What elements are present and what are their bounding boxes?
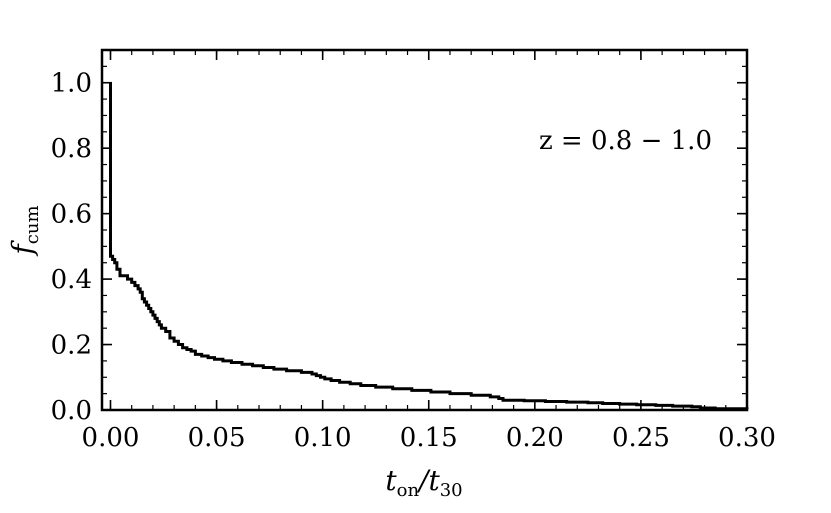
y-tick-label: 0.6 (51, 200, 92, 230)
x-axis-label-sep: /t (416, 464, 440, 497)
x-axis-label: ton/t30 (385, 464, 462, 501)
x-tick-label: 0.00 (82, 423, 140, 453)
y-tick-label: 0.2 (51, 331, 92, 361)
annotation: z = 0.8 − 1.0 (539, 126, 712, 156)
tick-labels: 0.00 0.05 0.10 0.15 0.20 0.25 0.30 0.0 0.2 0.4 0.6… (51, 69, 776, 453)
x-axis-label-main: t (385, 464, 397, 497)
major-ticks (102, 50, 748, 411)
y-axis-label: fcum (6, 205, 43, 256)
x-tick-label: 0.30 (718, 423, 776, 453)
y-axis-label-sub: cum (22, 205, 43, 244)
x-tick-label: 0.15 (400, 423, 458, 453)
x-tick-label: 0.05 (188, 423, 246, 453)
x-tick-label: 0.20 (506, 423, 564, 453)
plot-frame (100, 48, 749, 412)
x-tick-label: 0.10 (294, 423, 352, 453)
y-tick-label: 1.0 (51, 69, 92, 99)
x-tick-label: 0.25 (612, 423, 670, 453)
y-tick-label: 0.8 (51, 134, 92, 164)
series-line (109, 82, 749, 411)
y-tick-label: 0.4 (51, 265, 92, 295)
x-axis-label-sub1: on (397, 480, 420, 501)
minor-ticks (102, 49, 748, 411)
x-axis-label-sub2: 30 (440, 480, 463, 501)
y-tick-label: 0.0 (51, 396, 92, 426)
